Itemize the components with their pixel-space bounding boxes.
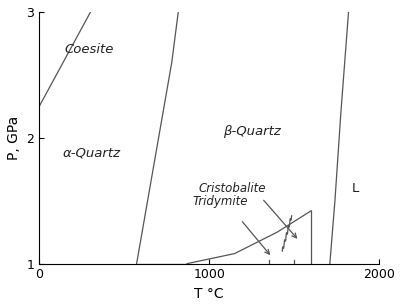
Text: Cristobalite: Cristobalite (198, 182, 266, 195)
Text: α-Quartz: α-Quartz (63, 146, 121, 160)
Y-axis label: P, GPa: P, GPa (7, 116, 21, 160)
X-axis label: T °C: T °C (194, 287, 223, 301)
Text: L: L (351, 182, 358, 195)
Text: Tridymite: Tridymite (192, 196, 247, 209)
Text: β-Quartz: β-Quartz (222, 125, 280, 138)
Text: Coesite: Coesite (65, 43, 114, 56)
